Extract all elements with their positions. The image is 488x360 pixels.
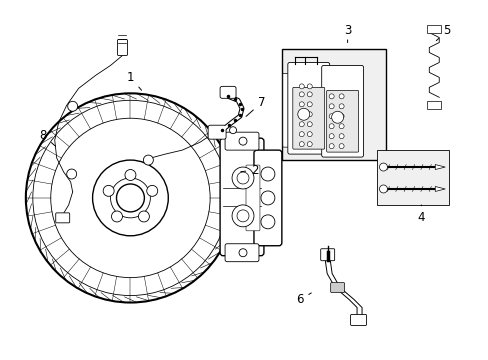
- FancyBboxPatch shape: [427, 24, 440, 32]
- Circle shape: [328, 94, 333, 99]
- Circle shape: [306, 92, 312, 97]
- Circle shape: [379, 163, 386, 171]
- Text: 2: 2: [240, 163, 258, 176]
- Circle shape: [111, 211, 122, 222]
- Circle shape: [339, 114, 344, 119]
- FancyBboxPatch shape: [330, 283, 344, 293]
- FancyBboxPatch shape: [208, 125, 225, 139]
- FancyBboxPatch shape: [224, 244, 259, 262]
- Circle shape: [237, 210, 248, 222]
- Circle shape: [146, 185, 158, 196]
- Circle shape: [297, 108, 309, 120]
- Circle shape: [261, 191, 274, 205]
- Bar: [377, 150, 448, 205]
- Circle shape: [237, 172, 248, 184]
- FancyBboxPatch shape: [292, 87, 324, 149]
- Circle shape: [232, 205, 253, 227]
- Text: 8: 8: [39, 129, 56, 146]
- Circle shape: [331, 111, 343, 123]
- Text: 3: 3: [343, 24, 350, 42]
- FancyBboxPatch shape: [282, 73, 292, 147]
- Circle shape: [339, 134, 344, 139]
- Circle shape: [299, 141, 304, 147]
- Circle shape: [339, 124, 344, 129]
- FancyBboxPatch shape: [320, 249, 334, 261]
- Circle shape: [229, 127, 236, 134]
- FancyBboxPatch shape: [321, 66, 363, 157]
- Circle shape: [306, 141, 312, 147]
- Circle shape: [51, 118, 210, 278]
- Circle shape: [143, 155, 153, 165]
- FancyBboxPatch shape: [117, 40, 127, 55]
- Circle shape: [306, 112, 312, 117]
- Circle shape: [299, 92, 304, 97]
- Circle shape: [299, 84, 304, 89]
- Circle shape: [138, 211, 149, 222]
- Circle shape: [66, 169, 77, 179]
- Polygon shape: [434, 186, 444, 192]
- FancyBboxPatch shape: [287, 62, 329, 154]
- Circle shape: [261, 167, 274, 181]
- Circle shape: [306, 132, 312, 137]
- Bar: [281, 49, 386, 160]
- Circle shape: [328, 124, 333, 129]
- FancyBboxPatch shape: [350, 315, 366, 325]
- FancyBboxPatch shape: [245, 165, 260, 231]
- Circle shape: [299, 102, 304, 107]
- Circle shape: [299, 132, 304, 137]
- Circle shape: [110, 178, 150, 218]
- Circle shape: [26, 93, 235, 302]
- Circle shape: [339, 144, 344, 149]
- Text: 1: 1: [126, 71, 142, 90]
- Circle shape: [379, 185, 386, 193]
- FancyBboxPatch shape: [224, 132, 259, 150]
- Circle shape: [67, 101, 78, 111]
- Circle shape: [239, 249, 246, 257]
- Circle shape: [328, 134, 333, 139]
- Circle shape: [116, 184, 144, 212]
- FancyBboxPatch shape: [326, 90, 358, 152]
- Circle shape: [261, 215, 274, 229]
- Text: 7: 7: [245, 96, 265, 116]
- FancyBboxPatch shape: [253, 150, 281, 246]
- Circle shape: [306, 122, 312, 127]
- Circle shape: [103, 185, 114, 196]
- Text: 6: 6: [295, 293, 311, 306]
- Polygon shape: [434, 165, 444, 170]
- Circle shape: [328, 144, 333, 149]
- FancyBboxPatch shape: [427, 101, 440, 109]
- FancyBboxPatch shape: [56, 213, 69, 223]
- Circle shape: [239, 137, 246, 145]
- Text: 4: 4: [417, 205, 424, 224]
- Circle shape: [306, 102, 312, 107]
- FancyBboxPatch shape: [220, 86, 236, 98]
- Circle shape: [328, 114, 333, 119]
- Text: 5: 5: [435, 24, 450, 41]
- Circle shape: [339, 104, 344, 109]
- Circle shape: [299, 112, 304, 117]
- Circle shape: [299, 122, 304, 127]
- Circle shape: [232, 167, 253, 189]
- Circle shape: [92, 160, 168, 236]
- Circle shape: [125, 170, 136, 180]
- Circle shape: [339, 94, 344, 99]
- Circle shape: [328, 104, 333, 109]
- Circle shape: [306, 84, 312, 89]
- FancyBboxPatch shape: [220, 138, 264, 256]
